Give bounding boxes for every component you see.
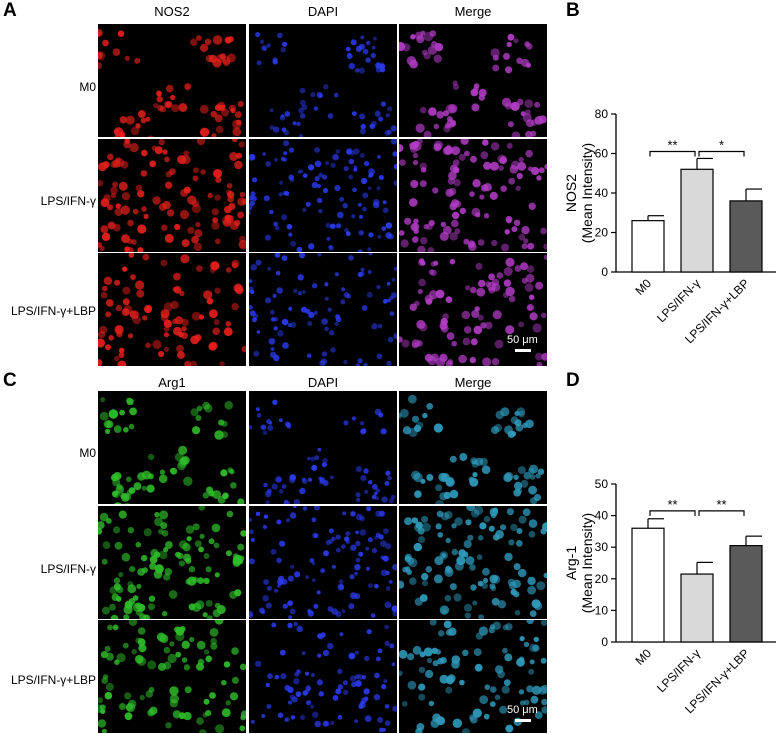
micrograph-tile — [249, 24, 397, 137]
scale-bar-top: 50 μm — [507, 334, 538, 352]
column-header-dapi-bottom: DAPI — [307, 375, 339, 390]
micrograph-tile — [399, 506, 547, 619]
bar-chart-nos2: 0 20 40 60 80 NOS2 (Mean Intensity) M0 LPS/IFN-γ… — [563, 107, 776, 346]
y-tick-label: 20 — [595, 226, 609, 240]
micrograph-tile — [249, 506, 397, 619]
bar — [729, 545, 763, 643]
column-header-arg1: Arg1 — [158, 375, 186, 390]
micrograph-tile — [98, 139, 246, 252]
y-tick-label: 20 — [595, 572, 609, 586]
y-tick-label: 0 — [601, 635, 608, 649]
micrograph-tile — [98, 253, 246, 366]
micrograph-tile — [98, 506, 246, 619]
scale-bar-label: 50 μm — [507, 704, 538, 716]
micrograph-tile — [399, 620, 547, 733]
scale-bar-bottom: 50 μm — [507, 704, 538, 722]
y-axis-label: (Mean Intensity) — [579, 513, 595, 613]
micrograph-tile — [399, 24, 547, 137]
scale-bar-line — [515, 349, 531, 352]
y-tick-label: 40 — [595, 186, 609, 200]
row-label-m0: M0 — [79, 80, 96, 94]
significance-bracket — [649, 150, 696, 157]
bar — [729, 200, 763, 273]
y-tick-label: 10 — [595, 603, 609, 617]
panel-letter-b: B — [566, 0, 580, 21]
significance-bracket — [698, 150, 745, 157]
x-tick-label: LPS/IFN-γ — [654, 646, 703, 695]
x-tick-label: LPS/IFN-γ — [654, 276, 703, 325]
scale-bar-line — [515, 719, 531, 722]
column-header-merge: Merge — [454, 4, 492, 19]
bar — [631, 220, 665, 273]
significance-label: * — [719, 138, 724, 153]
row-label-lps-ifn-lbp: LPS/IFN-γ+LBP — [10, 304, 96, 318]
panel-letter-d: D — [566, 370, 580, 391]
bar — [680, 573, 714, 643]
micrograph-tile — [249, 139, 397, 252]
significance-label: ** — [667, 497, 677, 512]
column-header-merge-bottom: Merge — [454, 375, 492, 390]
significance-bracket — [698, 510, 745, 516]
significance-label: ** — [716, 497, 726, 512]
significance-bracket — [649, 510, 696, 516]
micrograph-tile — [98, 620, 246, 733]
y-axis-label: (Mean Intensity) — [579, 143, 595, 243]
micrograph-tile — [249, 620, 397, 733]
micrograph-tile — [399, 139, 547, 252]
x-tick-label: M0 — [632, 646, 654, 668]
bar-chart-arg1: 0 10 20 30 40 50 Arg-1 (Mean Intensity) M0 LPS/IF… — [563, 477, 776, 716]
micrograph-tile — [98, 391, 246, 504]
micrograph-tile — [249, 253, 397, 366]
y-tick-label: 60 — [595, 147, 609, 161]
micrograph-tile — [98, 24, 246, 137]
panel-letter-c: C — [3, 370, 17, 391]
row-label-m0-bottom: M0 — [79, 446, 96, 460]
column-header-dapi: DAPI — [307, 4, 339, 19]
panel-letter-a: A — [3, 0, 17, 21]
y-tick-label: 80 — [595, 107, 609, 121]
y-tick-label: 50 — [595, 477, 609, 491]
y-tick-label: 30 — [595, 540, 609, 554]
x-tick-label: M0 — [632, 276, 654, 298]
significance-label: ** — [667, 138, 677, 153]
row-label-lps-ifn-lbp-bottom: LPS/IFN-γ+LBP — [10, 673, 96, 687]
row-label-lps-ifn: LPS/IFN-γ — [40, 194, 96, 208]
y-axis-label: Arg-1 — [563, 546, 579, 580]
y-tick-label: 40 — [595, 509, 609, 523]
micrograph-tile — [249, 391, 397, 504]
micrograph-tile — [399, 391, 547, 504]
bar — [631, 527, 665, 643]
bar — [680, 168, 714, 273]
y-tick-label: 0 — [601, 265, 608, 279]
column-header-nos2: NOS2 — [154, 4, 190, 19]
row-label-lps-ifn-bottom: LPS/IFN-γ — [40, 562, 96, 576]
scale-bar-label: 50 μm — [507, 334, 538, 346]
y-axis-label: NOS2 — [563, 174, 579, 212]
micrograph-tile — [399, 253, 547, 366]
